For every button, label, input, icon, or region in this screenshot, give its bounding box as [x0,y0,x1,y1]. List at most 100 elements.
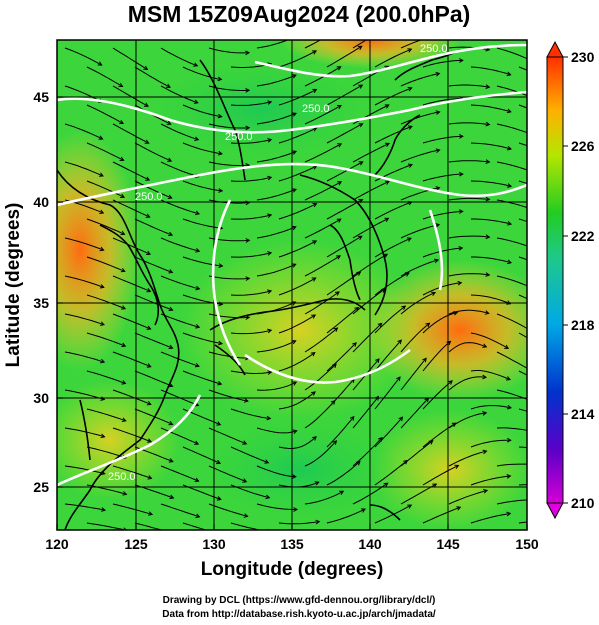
streamline-arrowhead [144,139,150,144]
colorbar-tick-label: 226 [571,138,595,154]
contour-label: 250.0 [420,43,448,55]
streamline [134,332,173,349]
streamline [230,446,269,464]
streamline [374,125,413,144]
streamline [182,66,222,80]
streamline [86,332,126,347]
streamline [182,484,221,500]
streamline [496,161,527,171]
streamline [208,313,250,319]
streamline [304,143,342,163]
streamline-arrowhead [264,459,270,464]
streamline [374,272,410,296]
streamline-arrowhead [267,251,273,256]
streamline-arrowhead [98,135,104,140]
streamline-arrowhead [507,183,513,188]
streamline-arrowhead [506,300,512,305]
streamline [134,408,173,425]
streamline-arrowhead [336,28,340,32]
streamline-arrowhead [505,376,511,381]
streamline-arrowhead [451,422,457,427]
streamline-arrowhead [169,494,175,500]
streamline-arrowhead [121,417,127,422]
streamline-arrowhead [243,513,249,518]
streamline-arrowhead [532,246,536,250]
streamline-arrowhead [422,357,427,363]
streamline-arrowhead [531,59,535,63]
streamline [518,521,527,524]
streamline-arrowhead [310,351,316,357]
streamline [208,351,249,359]
streamline-arrowhead [355,460,361,466]
streamline-arrowhead [195,513,201,519]
streamline-arrowhead [217,113,223,119]
streamline-arrowhead [122,491,128,496]
colorbar-min-arrow [546,502,564,520]
streamline [134,484,174,499]
y-axis-label: Latitude (degrees) [3,203,24,368]
streamline [86,142,124,161]
streamline-arrowhead [146,400,152,406]
streamline [112,313,151,330]
streamline [374,376,401,410]
streamline [112,161,150,181]
streamline [470,104,511,113]
streamline [304,255,341,277]
y-tick-label: 25 [33,479,49,495]
streamline-arrowhead [123,527,128,530]
streamline-arrowhead [145,213,151,218]
streamline [86,370,126,384]
streamline-arrowhead [435,186,441,191]
streamline-arrowhead [120,193,126,198]
streamline [400,322,430,353]
streamline [230,408,271,419]
streamline [304,363,337,391]
streamline-arrowhead [218,263,224,268]
streamline [86,104,124,124]
streamline-arrowhead [100,433,106,439]
streamline-arrowhead [334,291,340,296]
streamline-arrowhead [336,218,342,223]
streamline [304,400,336,429]
streamline [496,427,527,431]
streamline [182,446,221,464]
streamline [112,47,148,70]
streamline-arrowhead [143,65,149,70]
streamline [496,199,527,209]
streamline-arrowhead [377,322,383,328]
streamline-arrowhead [529,329,533,332]
streamline [86,408,126,422]
streamline [448,273,490,277]
contour-label: 250.0 [225,131,253,143]
streamline [518,446,527,449]
streamline [208,47,250,54]
streamline-arrowhead [407,201,413,206]
streamline [160,351,200,367]
streamline [86,484,127,495]
streamline [256,340,296,353]
x-tick-label: 120 [45,536,69,552]
streamline-arrowhead [332,363,337,369]
streamline-arrowhead [504,344,510,349]
streamline-arrowhead [245,125,251,131]
streamline [256,226,296,239]
x-tick-label: 145 [436,536,460,552]
streamline-arrowhead [432,483,438,488]
streamline [518,408,527,412]
streamline-arrowhead [267,289,273,294]
streamline [160,427,199,445]
streamline [112,237,151,255]
streamline [448,84,490,88]
streamline [400,292,436,315]
streamline [208,389,249,402]
streamline-arrowhead [506,474,512,479]
streamline [182,332,223,345]
streamline [64,389,105,400]
streamline [256,465,296,478]
streamline [352,142,390,163]
streamline-arrowhead [99,284,105,289]
streamline-arrowhead [506,511,512,517]
streamline [470,294,511,305]
streamline-arrowhead [245,200,251,206]
streamline [470,370,511,381]
